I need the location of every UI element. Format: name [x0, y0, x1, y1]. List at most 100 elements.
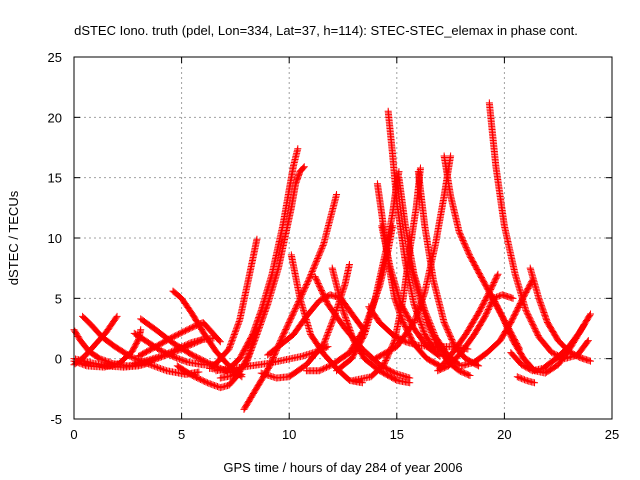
data-point: [340, 308, 348, 316]
data-point: [323, 343, 331, 351]
data-point: [418, 295, 426, 303]
data-point: [417, 319, 425, 327]
data-point: [209, 381, 217, 389]
data-point: [506, 329, 514, 337]
data-point: [539, 307, 547, 315]
data-point: [129, 353, 137, 361]
data-point: [158, 365, 166, 373]
data-point: [157, 365, 165, 373]
data-point: [208, 380, 216, 388]
data-point: [247, 346, 255, 354]
data-point: [456, 231, 464, 239]
data-point: [342, 314, 350, 322]
data-point: [322, 334, 330, 342]
data-point: [249, 331, 257, 339]
data-point: [464, 248, 472, 256]
data-point: [501, 320, 509, 328]
data-point: [381, 358, 389, 366]
data-point: [152, 363, 160, 371]
data-point: [181, 357, 189, 365]
data-point: [177, 356, 185, 364]
data-point: [397, 311, 405, 319]
data-point: [538, 303, 546, 311]
data-point: [339, 306, 347, 314]
data-point: [432, 338, 440, 346]
data-point: [541, 311, 549, 319]
data-point: [315, 250, 323, 258]
data-point: [300, 163, 308, 171]
data-series: [257, 261, 353, 382]
y-tick-label: 5: [55, 291, 62, 306]
data-point: [341, 312, 349, 320]
data-point: [414, 308, 422, 316]
data-point: [493, 272, 501, 280]
data-point: [346, 325, 354, 333]
data-point: [155, 364, 163, 372]
data-point: [445, 328, 453, 336]
y-tick-label: 20: [48, 110, 62, 125]
data-point: [586, 310, 594, 318]
data-point: [549, 349, 557, 357]
data-point: [465, 371, 473, 379]
data-point: [415, 304, 423, 312]
data-point: [537, 300, 545, 308]
data-point: [154, 363, 162, 371]
data-point: [324, 330, 332, 338]
data-point: [419, 325, 427, 333]
data-point: [102, 357, 110, 365]
data-point: [227, 339, 235, 347]
data-point: [505, 328, 513, 336]
data-point: [500, 315, 508, 323]
x-axis-label: GPS time / hours of day 284 of year 2006: [223, 460, 462, 475]
data-point: [327, 321, 335, 329]
x-tick-label: 0: [70, 427, 77, 442]
data-point: [531, 379, 539, 387]
data-point: [500, 317, 508, 325]
data-point: [448, 337, 456, 345]
data-point: [321, 337, 329, 345]
data-point: [423, 318, 431, 326]
data-point: [250, 328, 258, 336]
data-point: [420, 328, 428, 336]
data-point: [308, 268, 316, 276]
data-point: [195, 368, 203, 376]
data-point: [466, 372, 474, 380]
data-point: [318, 243, 326, 251]
data-point: [413, 310, 421, 318]
data-point: [358, 379, 366, 387]
data-point: [169, 347, 177, 355]
data-point: [249, 342, 257, 350]
data-point: [324, 329, 332, 337]
data-point: [255, 313, 263, 321]
data-point: [254, 316, 262, 324]
chart-title: dSTEC Iono. truth (pdel, Lon=334, Lat=37…: [74, 23, 578, 38]
data-point: [424, 321, 432, 329]
data-point: [328, 320, 336, 328]
data-point: [425, 324, 433, 332]
data-point: [519, 375, 527, 383]
data-point: [518, 375, 526, 383]
data-point: [344, 319, 352, 327]
data-point: [420, 290, 428, 298]
data-point: [398, 316, 406, 324]
data-point: [441, 321, 449, 329]
data-point: [215, 337, 223, 345]
x-tick-label: 20: [497, 427, 511, 442]
data-point: [516, 374, 524, 382]
data-point: [313, 256, 321, 264]
data-point: [173, 354, 181, 362]
data-point: [246, 348, 254, 356]
data-point: [256, 311, 264, 319]
data-point: [419, 326, 427, 334]
data-point: [253, 319, 261, 327]
data-point: [503, 322, 511, 330]
data-point: [465, 249, 473, 257]
data-point: [418, 297, 426, 305]
data-point: [171, 353, 179, 361]
data-point: [416, 301, 424, 309]
data-point: [326, 323, 334, 331]
data-point: [504, 325, 512, 333]
data-point: [329, 317, 337, 325]
data-point: [178, 343, 186, 351]
